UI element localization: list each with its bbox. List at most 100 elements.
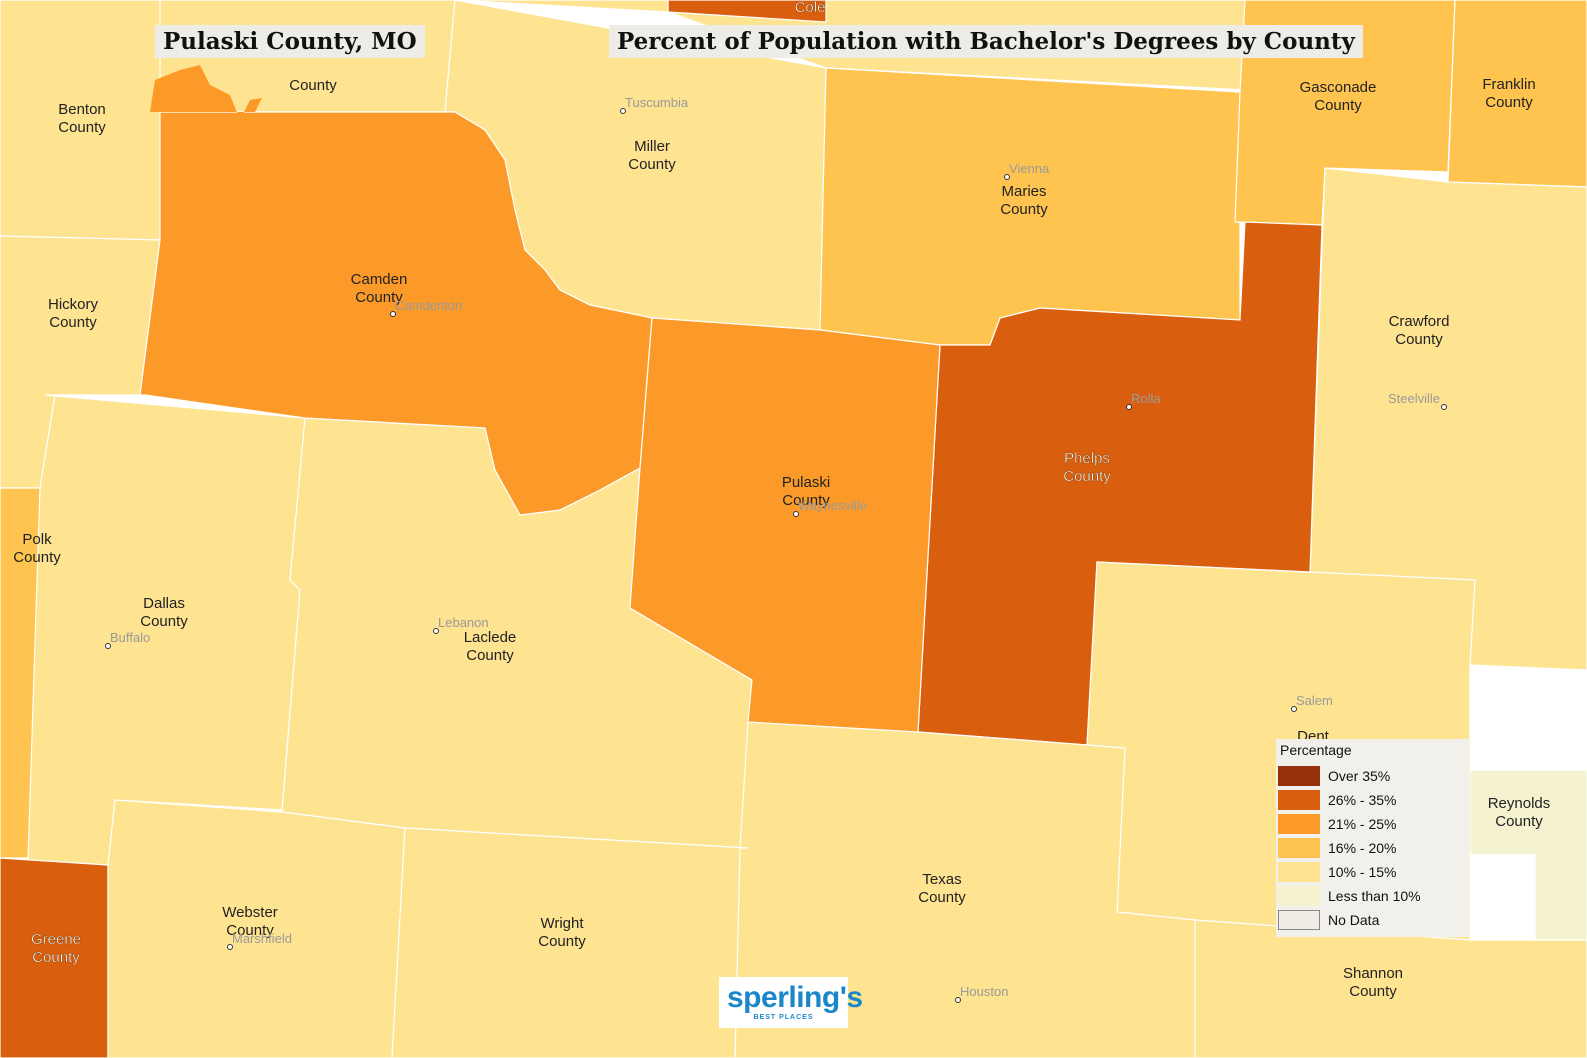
county-label-polk: Polk (22, 531, 52, 548)
legend-label: 21% - 25% (1328, 816, 1397, 832)
county-label-crawford: County (1395, 331, 1443, 348)
legend-item: 10% - 15% (1278, 862, 1468, 882)
county-label-gasconade: Gasconade (1300, 79, 1377, 96)
legend-swatch (1278, 862, 1320, 882)
city-label: Tuscumbia (625, 95, 689, 110)
county-label-greene: County (32, 949, 80, 966)
county-label-cole: Cole (795, 0, 826, 16)
map-subtitle: Percent of Population with Bachelor's De… (609, 25, 1363, 58)
county-label-reynolds: Reynolds (1488, 795, 1551, 812)
legend-swatch (1278, 838, 1320, 858)
county-label-dallas: County (140, 613, 188, 630)
county-label-crawford: Crawford (1389, 313, 1450, 330)
city-label: Camdenton (395, 298, 462, 313)
city-dot[interactable] (105, 643, 111, 649)
county-wright[interactable] (391, 827, 749, 1058)
county-label-wright: Wright (540, 915, 584, 932)
county-label-benton: County (58, 119, 106, 136)
county-label-maries: County (1000, 201, 1048, 218)
legend-swatch (1278, 910, 1320, 930)
city-dot[interactable] (227, 944, 233, 950)
legend-label: Over 35% (1328, 768, 1391, 784)
legend-item: 16% - 20% (1278, 838, 1468, 858)
county-label-shannon: County (1349, 983, 1397, 1000)
legend-title: Percentage (1280, 742, 1352, 758)
county-label-laclede: Laclede (464, 629, 517, 646)
county-label-camden: County (355, 289, 403, 306)
city-markers: Tuscumbia Vienna Camdenton Rolla Steelville W… (105, 95, 1447, 1003)
county-label-morgan: County (289, 77, 337, 94)
county-label-phelps: Phelps (1064, 450, 1110, 467)
county-label-dallas: Dallas (143, 595, 185, 612)
legend-label: 26% - 35% (1328, 792, 1397, 808)
county-label-texas: Texas (922, 871, 961, 888)
city-label: Buffalo (110, 630, 150, 645)
city-label: Steelville (1388, 391, 1440, 406)
county-label-franklin: Franklin (1482, 76, 1535, 93)
county-cole[interactable] (667, 0, 827, 23)
county-label-polk: County (13, 549, 61, 566)
county-label-shannon: Shannon (1343, 965, 1403, 982)
city-dot[interactable] (955, 997, 961, 1003)
county-dallas[interactable] (27, 394, 306, 866)
city-label: Waynesville (798, 498, 867, 513)
city-dot[interactable] (620, 108, 626, 114)
map-title: Pulaski County, MO (155, 25, 425, 58)
city-label: Vienna (1009, 161, 1050, 176)
legend: Percentage Over 35% 26% - 35% 21% - 25% … (1276, 739, 1469, 937)
county-label-texas: County (918, 889, 966, 906)
county-label-greene: Greene (31, 931, 81, 948)
city-label: Salem (1296, 693, 1333, 708)
city-label: Lebanon (438, 615, 489, 630)
county-label-webster: County (226, 922, 274, 939)
city-dot[interactable] (1004, 174, 1010, 180)
city-dot[interactable] (793, 511, 799, 517)
legend-label: 10% - 15% (1328, 864, 1397, 880)
county-label-miller: County (628, 156, 676, 173)
sperlings-logo[interactable]: sperling's BEST PLACES (719, 977, 863, 1028)
city-dot[interactable] (1441, 404, 1447, 410)
county-label-camden: Camden (351, 271, 408, 288)
legend-swatch (1278, 790, 1320, 810)
county-franklin[interactable] (1447, 0, 1587, 188)
legend-label: Less than 10% (1328, 888, 1421, 904)
county-label-webster: Webster (222, 904, 278, 921)
city-label: Rolla (1131, 391, 1161, 406)
county-label-reynolds: County (1495, 813, 1543, 830)
legend-swatch (1278, 814, 1320, 834)
county-label-hickory: County (49, 314, 97, 331)
lake-shape (150, 65, 262, 120)
county-label-phelps: County (1063, 468, 1111, 485)
county-label-miller: Miller (634, 138, 670, 155)
county-label-maries: Maries (1001, 183, 1046, 200)
city-label: Houston (960, 984, 1008, 999)
legend-swatch (1278, 886, 1320, 906)
legend-label: No Data (1328, 912, 1380, 928)
legend-label: 16% - 20% (1328, 840, 1397, 856)
city-dot[interactable] (1126, 404, 1132, 410)
county-label-franklin: County (1485, 94, 1533, 111)
county-label-hickory: Hickory (48, 296, 99, 313)
county-label-benton: Benton (58, 101, 106, 118)
city-dot[interactable] (390, 311, 396, 317)
legend-item: Over 35% (1278, 766, 1468, 786)
city-label: Marshfield (232, 931, 292, 946)
county-label-gasconade: County (1314, 97, 1362, 114)
logo-tagline: BEST PLACES (753, 1014, 814, 1021)
legend-item: No Data (1278, 910, 1468, 930)
logo-wordmark: sperling's (727, 981, 863, 1014)
county-label-pulaski: County (782, 492, 830, 509)
legend-item: Less than 10% (1278, 886, 1468, 906)
county-label-laclede: County (466, 647, 514, 664)
county-label-pulaski: Pulaski (782, 474, 830, 491)
county-pulaski[interactable] (629, 317, 941, 733)
city-dot[interactable] (1291, 706, 1297, 712)
city-dot[interactable] (433, 628, 439, 634)
legend-item: 21% - 25% (1278, 814, 1468, 834)
county-greene[interactable] (0, 857, 109, 1058)
county-label-wright: County (538, 933, 586, 950)
legend-item: 26% - 35% (1278, 790, 1468, 810)
